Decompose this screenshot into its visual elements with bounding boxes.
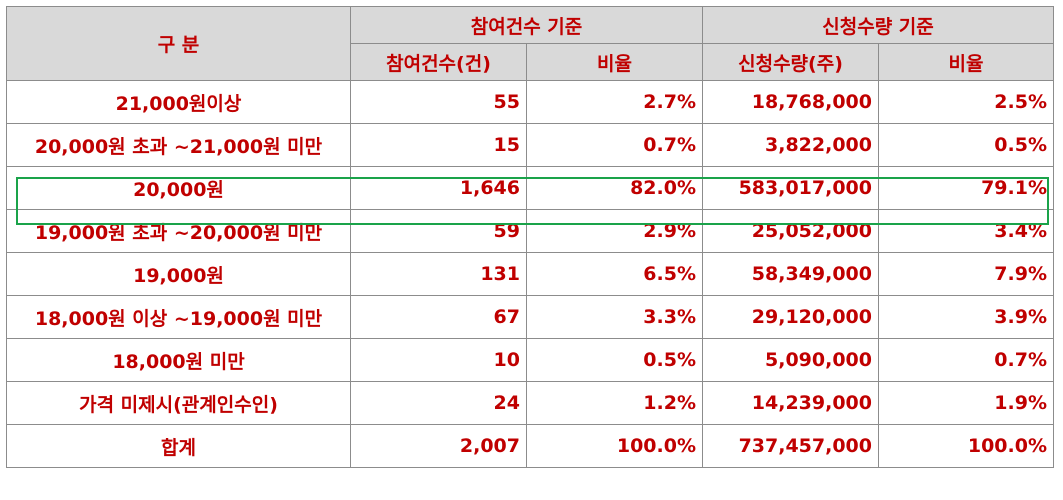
header-ratio-participation: 비율	[526, 43, 703, 81]
row-count: 15	[350, 123, 527, 167]
row-ratio-participation: 3.3%	[526, 295, 703, 339]
row-count: 1,646	[350, 166, 527, 210]
row-ratio-application: 79.1%	[878, 166, 1054, 210]
table-row: 19,000원 131 6.5% 58,349,000 7.9%	[6, 252, 1054, 296]
row-count: 55	[350, 80, 527, 124]
table-header: 구 분 참여건수 기준 신청수량 기준 참여건수(건) 비율 신청수량(주) 비…	[6, 6, 1054, 81]
row-ratio-participation: 2.9%	[526, 209, 703, 253]
header-row-columns: 참여건수(건) 비율 신청수량(주) 비율	[7, 43, 1054, 81]
row-ratio-application: 0.7%	[878, 338, 1054, 382]
table-row: 20,000원 초과 ~21,000원 미만 15 0.7% 3,822,000…	[6, 123, 1054, 167]
header-count: 참여건수(건)	[350, 43, 527, 81]
header-category: 구 분	[6, 6, 351, 81]
row-ratio-participation: 82.0%	[526, 166, 703, 210]
demand-forecast-table: 구 분 참여건수 기준 신청수량 기준 참여건수(건) 비율 신청수량(주) 비…	[6, 6, 1054, 468]
table-row: 19,000원 초과 ~20,000원 미만 59 2.9% 25,052,00…	[6, 209, 1054, 253]
row-quantity: 737,457,000	[702, 424, 879, 468]
row-quantity: 25,052,000	[702, 209, 879, 253]
row-ratio-participation: 0.5%	[526, 338, 703, 382]
row-ratio-application: 0.5%	[878, 123, 1054, 167]
row-label: 18,000원 이상 ~19,000원 미만	[6, 295, 351, 339]
row-ratio-application: 2.5%	[878, 80, 1054, 124]
row-ratio-application: 3.9%	[878, 295, 1054, 339]
table-row: 18,000원 미만 10 0.5% 5,090,000 0.7%	[6, 338, 1054, 382]
row-ratio-application: 100.0%	[878, 424, 1054, 468]
row-count: 67	[350, 295, 527, 339]
row-quantity: 583,017,000	[702, 166, 879, 210]
row-ratio-participation: 1.2%	[526, 381, 703, 425]
row-count: 24	[350, 381, 527, 425]
row-label: 19,000원	[6, 252, 351, 296]
table-row-total: 합계 2,007 100.0% 737,457,000 100.0%	[6, 424, 1054, 468]
row-ratio-participation: 100.0%	[526, 424, 703, 468]
row-label: 합계	[6, 424, 351, 468]
table-row: 21,000원이상 55 2.7% 18,768,000 2.5%	[6, 80, 1054, 124]
header-row-groups: 구 분 참여건수 기준 신청수량 기준	[6, 6, 1054, 81]
header-ratio-application: 비율	[878, 43, 1054, 81]
row-quantity: 18,768,000	[702, 80, 879, 124]
row-quantity: 14,239,000	[702, 381, 879, 425]
row-label: 21,000원이상	[6, 80, 351, 124]
header-group-participation: 참여건수 기준	[350, 6, 703, 44]
row-label: 18,000원 미만	[6, 338, 351, 382]
row-quantity: 58,349,000	[702, 252, 879, 296]
table-body: 21,000원이상 55 2.7% 18,768,000 2.5% 20,000…	[6, 80, 1054, 468]
header-quantity: 신청수량(주)	[702, 43, 879, 81]
row-ratio-participation: 0.7%	[526, 123, 703, 167]
row-label: 19,000원 초과 ~20,000원 미만	[6, 209, 351, 253]
row-count: 131	[350, 252, 527, 296]
row-count: 10	[350, 338, 527, 382]
row-ratio-participation: 2.7%	[526, 80, 703, 124]
row-label: 20,000원	[6, 166, 351, 210]
row-ratio-application: 7.9%	[878, 252, 1054, 296]
row-quantity: 3,822,000	[702, 123, 879, 167]
row-quantity: 29,120,000	[702, 295, 879, 339]
row-ratio-participation: 6.5%	[526, 252, 703, 296]
row-label: 20,000원 초과 ~21,000원 미만	[6, 123, 351, 167]
table-row-highlighted: 20,000원 1,646 82.0% 583,017,000 79.1%	[6, 166, 1054, 210]
row-count: 2,007	[350, 424, 527, 468]
row-label: 가격 미제시(관계인수인)	[6, 381, 351, 425]
row-count: 59	[350, 209, 527, 253]
table-row: 가격 미제시(관계인수인) 24 1.2% 14,239,000 1.9%	[6, 381, 1054, 425]
row-quantity: 5,090,000	[702, 338, 879, 382]
row-ratio-application: 3.4%	[878, 209, 1054, 253]
header-group-application: 신청수량 기준	[702, 6, 1054, 44]
table-row: 18,000원 이상 ~19,000원 미만 67 3.3% 29,120,00…	[6, 295, 1054, 339]
row-ratio-application: 1.9%	[878, 381, 1054, 425]
